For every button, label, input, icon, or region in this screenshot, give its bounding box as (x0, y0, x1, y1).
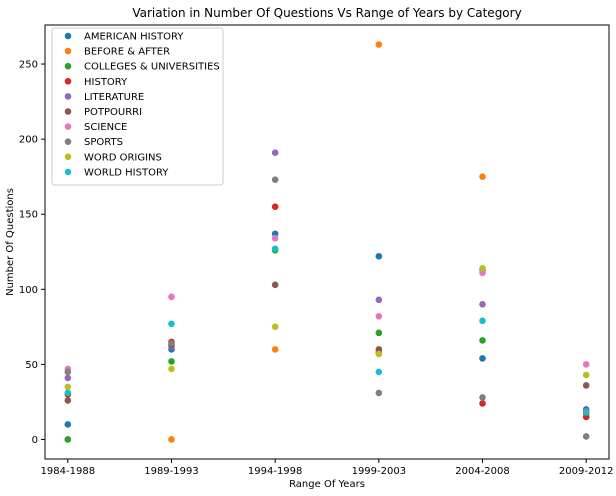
legend: AMERICAN HISTORY BEFORE & AFTER COLLEGES &… (51, 27, 224, 186)
data-point (168, 340, 175, 347)
data-point (479, 394, 486, 401)
data-point (479, 400, 486, 407)
data-point (375, 313, 383, 320)
legend-marker (64, 47, 72, 55)
data-point (271, 176, 279, 183)
chart-title: Variation in Number Of Questions Vs Rang… (132, 6, 521, 20)
legend-marker (64, 32, 72, 40)
legend-marker (64, 138, 72, 145)
data-point (64, 397, 72, 404)
data-point (64, 368, 72, 376)
data-point (271, 203, 279, 211)
legend-marker (64, 123, 72, 130)
data-point (271, 281, 279, 289)
data-point (64, 374, 72, 382)
data-point (64, 421, 72, 428)
x-tick-label: 2004-2008 (455, 466, 510, 477)
data-point (271, 323, 279, 331)
legend-marker (64, 93, 72, 100)
data-point (271, 245, 279, 253)
data-point (582, 371, 590, 379)
data-points (64, 41, 590, 443)
data-point (168, 358, 175, 365)
x-tick-label: 2009-2012 (559, 466, 614, 477)
legend-marker (64, 62, 72, 70)
data-point (479, 301, 486, 308)
legend-label: WORD ORIGINS (84, 152, 162, 163)
x-tick-label: 1984-1988 (41, 466, 96, 477)
data-point (375, 389, 383, 397)
data-point (479, 173, 486, 180)
legend-label: POTPOURRI (84, 107, 142, 118)
data-point (479, 337, 486, 344)
x-axis: 1984-1988 1989-1993 1994-1998 1999-2003 2004… (41, 459, 614, 477)
x-tick-label: 1999-2003 (352, 466, 407, 477)
data-point (375, 368, 383, 376)
data-point (375, 252, 383, 260)
data-point (64, 389, 72, 397)
data-point (582, 361, 590, 368)
data-point (271, 346, 279, 353)
legend-label: WORLD HISTORY (84, 167, 169, 178)
data-point (168, 436, 175, 443)
y-tick-label: 150 (19, 210, 38, 221)
legend-box (51, 27, 224, 186)
x-tick-label: 1989-1993 (144, 466, 199, 477)
legend-label: COLLEGES & UNIVERSITIES (84, 62, 220, 73)
data-point (375, 41, 383, 48)
data-point (271, 234, 279, 242)
y-tick-label: 250 (19, 60, 38, 71)
data-point (582, 382, 590, 389)
legend-label: SCIENCE (84, 122, 127, 133)
data-point (479, 355, 486, 362)
data-point (375, 329, 383, 337)
legend-label: LITERATURE (84, 92, 144, 103)
x-axis-label: Range Of Years (289, 479, 365, 490)
data-point (375, 296, 383, 304)
data-point (375, 350, 383, 358)
data-point (479, 317, 486, 325)
plot-area (44, 24, 610, 460)
legend-label: BEFORE & AFTER (84, 47, 170, 58)
y-tick-label: 200 (19, 135, 38, 146)
data-point (168, 293, 175, 301)
legend-marker (64, 108, 72, 115)
y-axis: 0 50 100 150 200 250 (19, 60, 45, 446)
y-tick-label: 100 (19, 285, 38, 296)
data-point (64, 436, 72, 443)
data-point (64, 383, 72, 391)
data-point (168, 320, 175, 328)
x-tick-label: 1994-1998 (248, 466, 303, 477)
y-tick-label: 50 (25, 360, 38, 371)
legend-label: HISTORY (84, 77, 128, 88)
data-point (168, 365, 175, 373)
y-tick-label: 0 (32, 435, 38, 446)
legend-label: AMERICAN HISTORY (84, 32, 184, 43)
data-point (582, 433, 590, 440)
legend-label: SPORTS (84, 137, 123, 148)
legend-marker (64, 168, 72, 176)
legend-marker (64, 78, 72, 85)
y-axis-label: Number Of Questions (5, 188, 16, 296)
data-point (271, 149, 279, 156)
data-point (582, 409, 590, 416)
data-point (479, 264, 486, 272)
legend-marker (64, 153, 72, 161)
